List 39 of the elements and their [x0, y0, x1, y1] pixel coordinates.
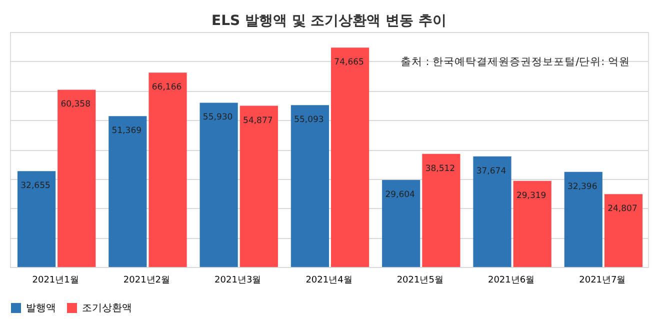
data-label: 60,358 — [60, 100, 90, 110]
legend-label: 발행액 — [26, 303, 56, 314]
bar — [200, 102, 238, 267]
data-label: 55,093 — [294, 115, 324, 126]
data-label: 29,319 — [516, 190, 546, 201]
data-label: 32,396 — [568, 182, 598, 192]
legend-label: 조기상환액 — [82, 303, 132, 314]
bar — [604, 194, 643, 267]
data-label: 37,674 — [476, 166, 506, 176]
bar — [58, 90, 96, 267]
data-label: 32,655 — [20, 181, 50, 192]
data-label: 54,877 — [243, 116, 273, 126]
bar — [148, 72, 187, 267]
data-label: 66,166 — [152, 82, 182, 93]
bar — [290, 105, 329, 267]
bar — [17, 171, 56, 267]
bar — [564, 172, 602, 267]
data-label: 51,369 — [112, 126, 142, 136]
x-tick-label: 2021년3월 — [214, 276, 262, 286]
bar — [108, 116, 147, 267]
data-label: 55,930 — [202, 112, 233, 123]
annotation: 출처 : 한국예탁결제원증권정보포털/단위: 억원 — [400, 56, 630, 68]
chart-title: ELS 발행액 및 조기상환액 변동 추이 — [212, 13, 446, 29]
bar — [513, 180, 552, 267]
bar — [331, 48, 370, 267]
data-label: 74,665 — [334, 58, 364, 68]
bar — [473, 156, 512, 267]
x-tick-label: 2021년2월 — [123, 276, 170, 286]
x-tick-label: 2021년5월 — [396, 276, 444, 286]
data-label: 38,512 — [425, 164, 456, 174]
data-label: 29,604 — [385, 190, 415, 200]
bar — [422, 154, 460, 267]
bar — [240, 106, 278, 267]
x-tick-label: 2021년7월 — [579, 276, 626, 286]
x-tick-label: 2021년1월 — [32, 276, 79, 286]
data-label: 24,807 — [608, 204, 638, 214]
x-tick-label: 2021년6월 — [488, 276, 535, 286]
bar — [382, 180, 420, 267]
x-tick-label: 2021년4월 — [306, 276, 352, 286]
